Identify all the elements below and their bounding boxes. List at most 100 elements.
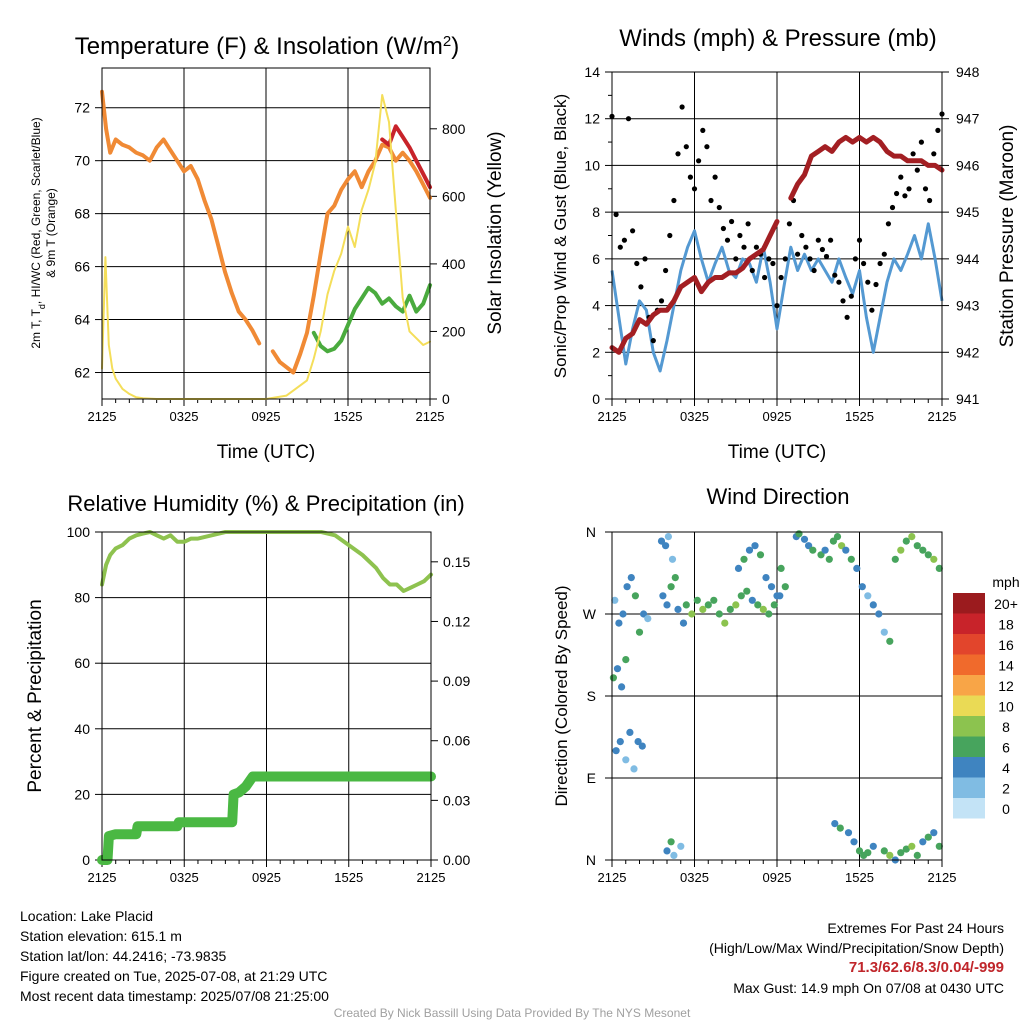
y2-tick-label: 0	[442, 391, 450, 407]
gust-point	[774, 303, 780, 309]
direction-point	[699, 605, 707, 614]
legend-swatch	[953, 654, 985, 675]
direction-point	[765, 610, 773, 618]
direction-point	[817, 551, 825, 559]
y2-tick-label: 948	[956, 64, 980, 80]
gust-point	[679, 104, 685, 110]
y2-tick-label: 942	[956, 344, 980, 360]
direction-point	[679, 619, 688, 627]
x-tick-label: 2125	[417, 870, 446, 885]
y-tick-label: 66	[74, 259, 90, 275]
direction-point	[622, 756, 630, 764]
y-tick-label: E	[587, 770, 596, 786]
gust-point	[663, 267, 669, 274]
direction-point	[640, 610, 648, 618]
direction-point	[869, 842, 877, 850]
x-tick-label: 2125	[928, 409, 957, 424]
direction-point	[924, 833, 932, 841]
direction-point	[809, 546, 817, 554]
direction-point	[781, 583, 789, 591]
legend-swatch	[953, 798, 985, 819]
station-elevation: Station elevation: 615.1 m	[20, 928, 182, 944]
gust-point	[902, 193, 908, 199]
legend-label: 10	[998, 699, 1014, 715]
direction-point	[674, 605, 682, 614]
y2-tick-label: 0.06	[443, 733, 470, 749]
direction-point	[667, 583, 675, 591]
direction-point	[740, 555, 748, 563]
y-axis-label-end: , HI/WC (Red, Green, Scarlet/Blue)	[29, 117, 43, 304]
y2-tick-label: 0.00	[443, 852, 470, 868]
direction-point	[623, 583, 631, 591]
direction-point	[805, 542, 813, 550]
gust-point	[745, 221, 751, 227]
x-tick-label: 0925	[252, 409, 281, 424]
gust-point	[708, 197, 714, 204]
credit-line: Created By Nick Bassill Using Data Provi…	[333, 1006, 691, 1020]
gust-point	[642, 256, 648, 262]
direction-point	[638, 742, 646, 750]
direction-point	[631, 592, 640, 600]
legend-swatch	[953, 757, 985, 778]
direction-point	[850, 838, 858, 846]
gust-point	[832, 272, 838, 278]
chart-title: Relative Humidity (%) & Precipitation (i…	[67, 491, 464, 516]
gust-point	[819, 246, 826, 253]
direction-point	[800, 535, 809, 543]
plot-frame	[611, 71, 943, 400]
y-tick-label: S	[587, 688, 596, 704]
direction-point	[644, 615, 652, 623]
legend-title: mph	[992, 574, 1019, 590]
direction-point	[715, 610, 723, 618]
gust-point	[638, 284, 644, 290]
gust-point	[861, 260, 867, 267]
gust-point	[613, 211, 619, 218]
chart-title: Wind Direction	[706, 484, 849, 509]
y2-tick-label: 947	[956, 111, 980, 127]
humidity-precipitation-chart: 2125 0325 0925 1525 2125 0 20 40 60 80 100 0.00 0.03…	[25, 491, 470, 885]
gust-point	[691, 186, 698, 192]
direction-point	[751, 542, 759, 550]
direction-point	[902, 537, 910, 545]
gust-point	[683, 144, 689, 150]
direction-point	[821, 546, 829, 554]
direction-point	[913, 851, 921, 860]
gust-point	[856, 237, 863, 243]
x-tick-label: 0325	[170, 409, 199, 424]
direction-point	[663, 847, 671, 855]
direction-point	[831, 820, 839, 828]
y-tick-label: 10	[584, 157, 600, 173]
gust-point	[885, 221, 892, 227]
legend-swatch	[953, 736, 985, 757]
direction-point	[630, 765, 638, 773]
extremes-values: 71.3/62.6/8.3/0.04/-999	[848, 959, 1004, 976]
direction-point	[677, 842, 685, 850]
x-tick-label: 1525	[845, 409, 874, 424]
direction-point	[869, 601, 877, 609]
x-tick-label: 2125	[598, 409, 627, 424]
direction-point	[913, 542, 921, 550]
gust-point	[617, 244, 623, 250]
direction-point	[762, 574, 770, 582]
y-tick-label: 68	[74, 206, 90, 222]
y-tick-label: 12	[584, 111, 600, 127]
x-tick-label: 1525	[334, 409, 363, 424]
x-tick-label: 1525	[334, 870, 363, 885]
direction-point	[924, 551, 932, 559]
y-tick-label: 4	[592, 298, 600, 314]
direction-point	[634, 738, 642, 746]
gust-point	[786, 221, 793, 227]
direction-point	[908, 533, 916, 541]
x-tick-label: 2125	[598, 870, 627, 885]
gust-point	[658, 298, 665, 304]
gust-point	[716, 204, 722, 211]
direction-point	[930, 555, 938, 563]
direction-point	[668, 555, 677, 563]
gust-point	[823, 253, 830, 260]
gust-point	[877, 260, 883, 267]
direction-point	[635, 628, 644, 636]
legend-label: 18	[998, 617, 1014, 633]
x-axis-label: Time (UTC)	[728, 442, 827, 463]
